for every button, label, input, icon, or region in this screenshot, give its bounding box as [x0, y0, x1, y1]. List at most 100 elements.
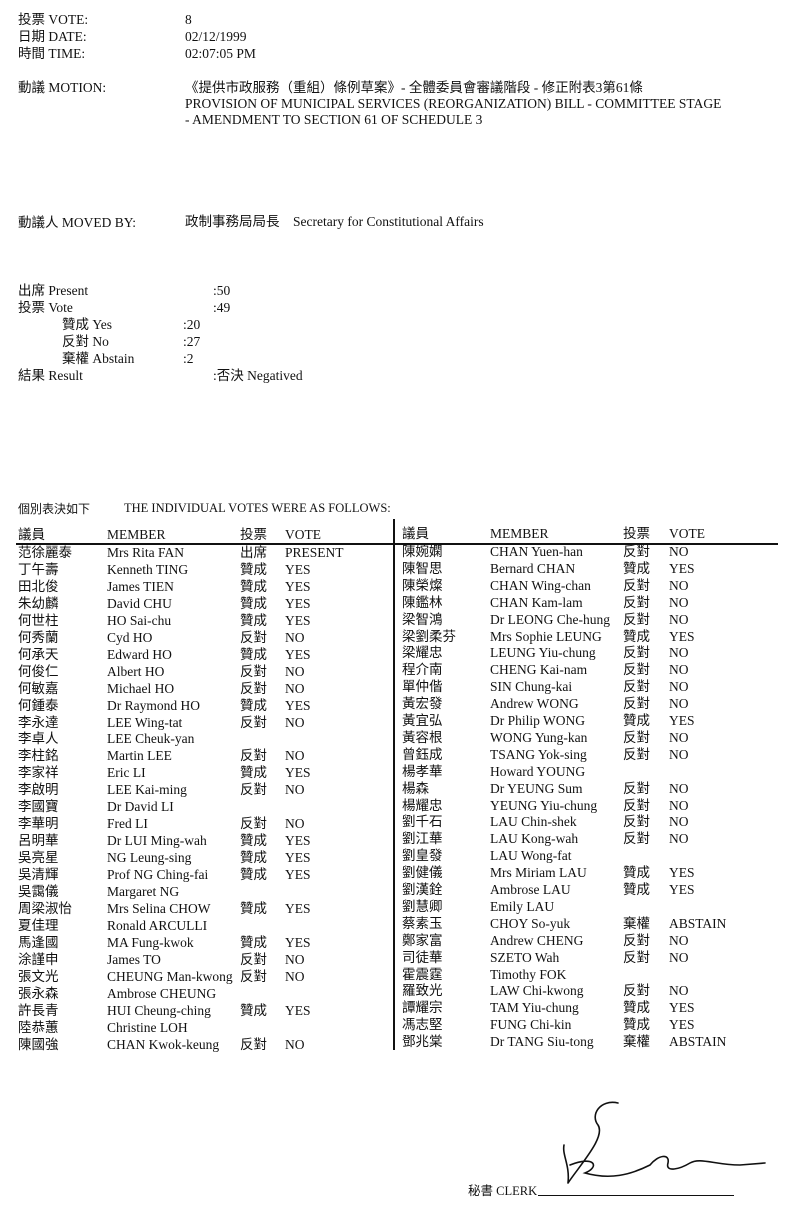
result-value: :否決 Negatived — [213, 368, 303, 383]
vote-zh: 反對 — [623, 780, 650, 796]
member-name: LEE Wing-tat — [107, 714, 183, 730]
vote-value: YES — [285, 833, 311, 849]
vote-value: YES — [669, 882, 695, 897]
vote-value: NO — [669, 645, 689, 661]
vote-zh: 反對 — [240, 663, 267, 679]
vote-value: NO — [669, 594, 689, 610]
vote-zh: 贊成 — [623, 713, 650, 728]
date-value: 02/12/1999 — [185, 29, 247, 44]
present-label: 出席 Present — [18, 283, 89, 298]
member-name: Andrew WONG — [490, 696, 579, 712]
vote-zh: 反對 — [623, 831, 650, 847]
vote-value: NO — [669, 696, 689, 712]
member-name-zh: 楊耀忠 — [402, 797, 443, 813]
vote-value: YES — [285, 934, 311, 950]
vote-zh: 反對 — [240, 1036, 267, 1052]
member-name-zh: 丁午壽 — [18, 561, 59, 577]
member-name: Emily LAU — [490, 898, 555, 914]
member-name-zh: 涂謹申 — [18, 951, 59, 967]
member-name: David CHU — [107, 595, 172, 611]
member-name-zh: 曾鈺成 — [402, 746, 443, 762]
member-name-zh: 霍震霆 — [402, 966, 443, 982]
vote-value: NO — [285, 714, 305, 730]
member-name-zh: 李卓人 — [18, 731, 59, 747]
vote-zh: 贊成 — [623, 628, 650, 644]
member-name: Mrs Selina CHOW — [107, 900, 211, 916]
vote-value: NO — [669, 611, 689, 627]
member-name-zh: 吳亮星 — [18, 850, 59, 866]
member-name: Fred LI — [107, 816, 148, 832]
vote-zh: 反對 — [240, 951, 267, 967]
member-name-zh: 李國寶 — [18, 799, 59, 815]
vote-value: NO — [285, 748, 305, 764]
member-name: Margaret NG — [107, 884, 180, 899]
member-name: Howard YOUNG — [490, 763, 586, 779]
vote-zh: 反對 — [240, 680, 267, 696]
member-name-zh: 黃宏發 — [402, 696, 443, 712]
member-name-zh: 張永森 — [18, 985, 59, 1001]
member-name: NG Leung-sing — [107, 850, 192, 866]
moved-by-label: 動議人 MOVED BY: — [18, 215, 137, 230]
member-name-zh: 吳靄儀 — [18, 884, 59, 899]
member-name-zh: 吳清輝 — [18, 867, 59, 883]
member-name-zh: 陳國強 — [18, 1036, 59, 1052]
vote-value: NO — [669, 831, 689, 847]
member-name: Timothy FOK — [490, 966, 567, 982]
member-name: YEUNG Yiu-chung — [490, 797, 598, 813]
vote-zh: 反對 — [623, 746, 650, 762]
vote-value: NO — [285, 951, 305, 967]
member-name: LEE Cheuk-yan — [107, 731, 195, 747]
member-name-zh: 許長青 — [18, 1002, 59, 1018]
col-member: MEMBER — [107, 527, 166, 542]
vote-value: NO — [285, 663, 305, 679]
member-name: SIN Chung-kai — [490, 679, 573, 695]
votes-title-zh: 個別表決如下 — [18, 502, 91, 516]
vote-value: NO — [285, 816, 305, 832]
vote-value: YES — [669, 560, 695, 576]
total-vote-value: :49 — [213, 300, 231, 315]
member-name-zh: 夏佳理 — [18, 917, 59, 933]
date-label: 日期 DATE: — [18, 29, 87, 44]
vote-zh: 贊成 — [240, 1002, 267, 1018]
vote-number-value: 8 — [185, 12, 192, 27]
vote-zh: 贊成 — [623, 1000, 650, 1016]
vote-value: NO — [669, 746, 689, 762]
member-name: LAU Chin-shek — [490, 814, 577, 830]
vote-zh: 棄權 — [623, 915, 650, 931]
vote-value: NO — [669, 797, 689, 813]
member-name-zh: 楊孝華 — [402, 763, 443, 779]
vote-value: YES — [285, 867, 311, 883]
member-name: James TO — [107, 951, 161, 967]
member-name-zh: 朱幼麟 — [18, 595, 59, 611]
member-name-zh: 范徐麗泰 — [18, 545, 72, 560]
member-name: Edward HO — [107, 646, 172, 662]
col-member-zh: 議員 — [402, 526, 429, 541]
vote-zh: 贊成 — [623, 882, 650, 897]
member-name-zh: 楊森 — [402, 780, 429, 796]
vote-zh: 反對 — [240, 629, 267, 645]
present-value: :50 — [213, 283, 231, 298]
col-vote: VOTE — [285, 527, 321, 542]
member-name: CHOY So-yuk — [490, 915, 571, 931]
member-name-zh: 單仲偕 — [402, 679, 443, 695]
member-name-zh: 梁劉柔芬 — [402, 628, 456, 644]
vote-zh: 贊成 — [240, 612, 267, 628]
member-name: Michael HO — [107, 680, 175, 696]
member-name: Christine LOH — [107, 1019, 188, 1035]
member-name-zh: 何承天 — [18, 646, 59, 662]
member-name: Bernard CHAN — [490, 560, 576, 576]
member-name-zh: 譚耀宗 — [402, 1000, 443, 1016]
vote-zh: 反對 — [623, 577, 650, 593]
vote-zh: 贊成 — [240, 867, 267, 883]
member-name: CHEUNG Man-kwong — [107, 968, 233, 984]
member-name: Kenneth TING — [107, 561, 189, 577]
vote-value: YES — [669, 1017, 695, 1033]
col-member-zh: 議員 — [18, 527, 45, 542]
time-value: 02:07:05 PM — [185, 46, 256, 61]
member-name-zh: 田北俊 — [18, 578, 59, 594]
vote-value: NO — [669, 814, 689, 830]
vote-value: NO — [669, 932, 689, 948]
member-name: Mrs Miriam LAU — [490, 865, 587, 881]
member-name: LAU Wong-fat — [490, 848, 572, 864]
member-name-zh: 周梁淑怡 — [18, 900, 72, 916]
